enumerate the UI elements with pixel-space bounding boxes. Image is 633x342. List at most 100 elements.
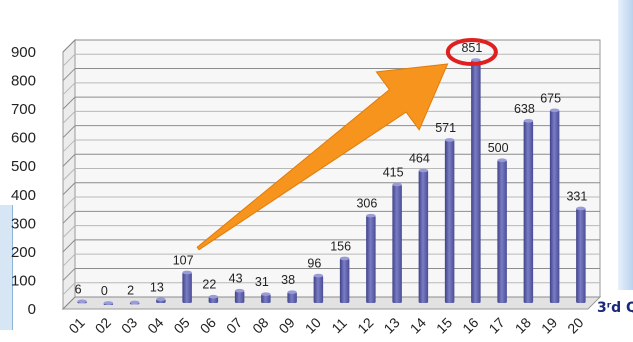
bar-cap: [576, 206, 586, 211]
x-tick-label: 15: [433, 314, 455, 336]
bar-cap: [444, 138, 455, 142]
gridline-side: [62, 282, 76, 296]
x-tick-label: 06: [197, 314, 219, 336]
x-tick-label: 16: [459, 314, 481, 336]
bar: [182, 272, 192, 303]
y-tick-label: 400: [11, 187, 36, 204]
bar-cap: [523, 119, 534, 123]
data-label: 38: [281, 273, 295, 287]
data-label: 675: [540, 91, 561, 105]
data-label: 638: [514, 102, 535, 116]
bar-cap: [234, 288, 245, 293]
x-tick-label: 03: [118, 314, 140, 336]
bar-cap: [129, 300, 140, 305]
right-edge-panel: [618, 0, 633, 290]
data-label: 331: [566, 189, 587, 203]
bar: [392, 184, 402, 303]
gridline-side: [62, 153, 76, 167]
bar: [523, 120, 534, 303]
bar-cap: [392, 182, 402, 187]
x-tick-labels: 01 02 03 04 05 06 07 08 09 10 11 12 13 14 15 16 17 18 19 20: [65, 314, 586, 336]
data-label: 851: [461, 41, 482, 55]
bar: [339, 258, 350, 303]
bar: [287, 292, 297, 303]
peak-highlight-circle: [445, 37, 498, 66]
y-tick-label: 800: [11, 73, 36, 90]
bar-cap: [497, 158, 507, 163]
gridline-side: [62, 139, 76, 153]
x-tick-label: 17: [485, 314, 507, 336]
x-tick-label: 08: [249, 314, 271, 336]
gridline-side: [62, 39, 76, 53]
gridline-side: [62, 225, 76, 238]
x-tick-label: 13: [380, 314, 402, 336]
y-tick-label: 300: [11, 215, 36, 232]
bar: [497, 160, 507, 303]
trend-arrow: [196, 63, 449, 251]
bar-cap: [313, 273, 324, 278]
x-tick-label: 12: [354, 314, 376, 336]
bar: [444, 139, 455, 303]
bar-cap: [261, 292, 271, 296]
gridline-side: [62, 82, 76, 96]
gridline-side: [62, 53, 76, 67]
y-tick-label: 700: [11, 101, 36, 118]
y-tick-label: 200: [11, 244, 36, 261]
y-tick-label: 100: [11, 272, 36, 289]
data-label: 96: [307, 257, 321, 271]
gridline-side: [62, 253, 76, 267]
data-label: 500: [488, 141, 509, 155]
data-label: 22: [202, 278, 216, 292]
x-tick-label: 18: [512, 314, 534, 336]
x-tick-label: 19: [538, 314, 560, 336]
bar: [471, 59, 481, 304]
left-edge-panel: [0, 205, 13, 330]
bar: [313, 275, 324, 303]
x-tick-label: 10: [302, 314, 324, 336]
bar-cap: [471, 58, 481, 62]
data-label: 31: [255, 275, 269, 289]
gridline-side: [62, 268, 76, 281]
bar-cap: [208, 294, 219, 299]
bar: [549, 110, 560, 303]
bar-cap: [77, 299, 87, 304]
x-tick-label: 14: [407, 314, 429, 336]
bar-cap: [339, 256, 350, 261]
bar: [576, 208, 586, 303]
data-label: 571: [435, 121, 456, 135]
data-label: 13: [150, 280, 164, 294]
x-tick-label: 05: [170, 314, 192, 336]
bar: [418, 170, 429, 303]
data-labels: 6 0 2 13 107 22 43 31 38 96 156 306 415 464 571 851 500 6…: [75, 41, 588, 298]
gridline-side: [62, 239, 76, 253]
y-tick-label: 500: [11, 158, 36, 175]
bar: [234, 290, 245, 303]
x-tick-label: 11: [328, 315, 350, 337]
bar-cap: [418, 168, 429, 173]
bar-cap: [182, 270, 192, 275]
gridline-side: [62, 296, 76, 310]
y-tick-label: 900: [11, 44, 36, 61]
annotations: [196, 37, 498, 251]
data-label: 43: [229, 272, 243, 286]
gridline-side: [62, 168, 76, 181]
gridline-side: [62, 182, 76, 196]
x-tick-label: 01: [65, 314, 87, 336]
data-label: 107: [173, 253, 194, 267]
gridline-side: [62, 111, 76, 124]
data-label: 306: [356, 197, 377, 211]
y-tick-label: 600: [11, 130, 36, 147]
x-tick-label: 07: [223, 314, 245, 336]
bars: [77, 58, 586, 305]
bar: [208, 296, 219, 303]
bar-cap: [156, 297, 166, 302]
bar-cap: [549, 108, 560, 113]
data-label: 0: [101, 284, 108, 298]
gridline-side: [62, 96, 76, 110]
grid-layer: [61, 38, 602, 311]
gridline-side: [62, 210, 76, 224]
gridline-side: [62, 196, 76, 210]
bar-cap: [287, 290, 297, 294]
gridline-side: [62, 68, 76, 81]
